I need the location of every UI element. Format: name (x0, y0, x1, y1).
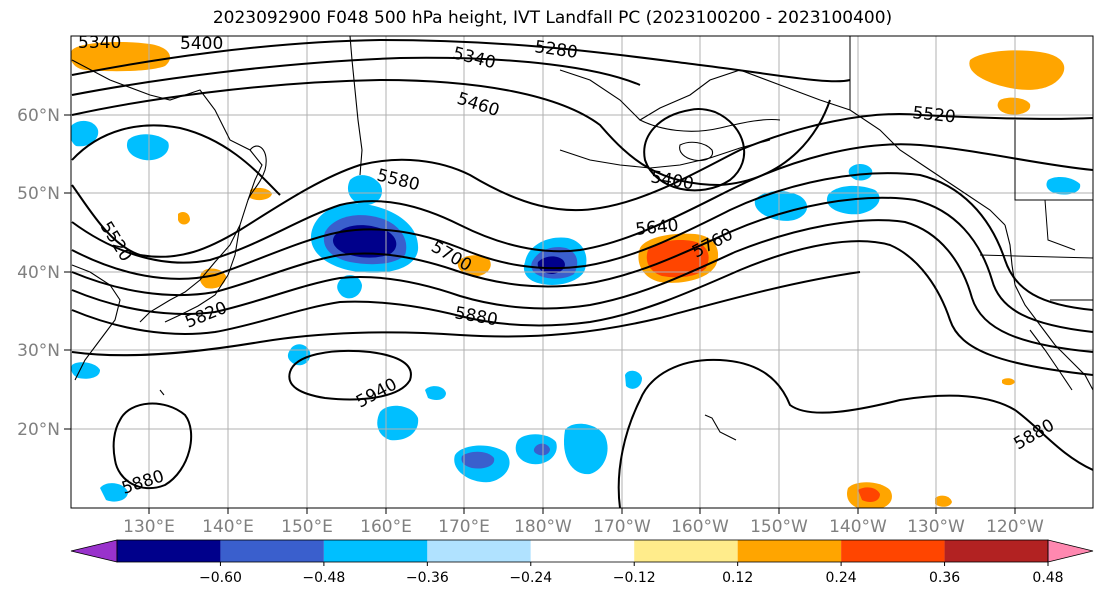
colorbar-segment (220, 540, 324, 562)
map-panel: 5340 5400 5340 5280 5460 5520 5580 5400 … (71, 33, 1093, 508)
colorbar: −0.60 −0.48 −0.36 −0.24 −0.12 0.12 0.24 0.36 0.4… (70, 539, 1094, 586)
coastlines (71, 36, 1093, 441)
lat-tick-label: 20°N (17, 420, 60, 440)
lon-tick-label: 140°E (202, 517, 254, 537)
lon-tick-label: 150°W (750, 517, 808, 537)
height-contours (71, 38, 1093, 508)
colorbar-tick-label: −0.36 (406, 570, 449, 586)
colorbar-segment (530, 540, 635, 562)
colorbar-segment (323, 540, 428, 562)
lon-tick-label: 130°W (907, 517, 965, 537)
contour-label: 5640 (634, 216, 679, 240)
colorbar-segment (737, 540, 842, 562)
lon-tick-label: 170°E (438, 517, 490, 537)
colorbar-tick-label: 0.36 (929, 570, 960, 586)
lat-axis: 60°N 50°N 40°N 30°N 20°N (17, 106, 71, 440)
map-title: 2023092900 F048 500 hPa height, IVT Land… (212, 8, 893, 28)
colorbar-tick-label: −0.24 (509, 570, 552, 586)
colorbar-tick-label: −0.60 (199, 570, 242, 586)
colorbar-segment (944, 540, 1048, 562)
colorbar-segment (117, 540, 221, 562)
graticule (71, 36, 1093, 508)
lon-axis: 130°E 140°E 150°E 160°E 170°E 180°W 170°… (123, 508, 1044, 537)
lat-tick-label: 50°N (17, 184, 60, 204)
lon-tick-label: 180°W (514, 517, 572, 537)
lat-tick-label: 60°N (17, 106, 60, 126)
lon-tick-label: 140°W (829, 517, 887, 537)
colorbar-segment (841, 540, 945, 562)
lat-tick-label: 30°N (17, 341, 60, 361)
colorbar-tick-label: 0.12 (722, 570, 753, 586)
contour-label: 5400 (180, 34, 223, 54)
lon-tick-label: 150°E (281, 517, 333, 537)
colorbar-extend-low (70, 539, 118, 563)
lon-tick-label: 170°W (593, 517, 651, 537)
colorbar-tick-label: −0.48 (302, 570, 345, 586)
lon-tick-label: 130°E (123, 517, 175, 537)
colorbar-extend-high (1047, 539, 1094, 563)
borders (849, 36, 1093, 301)
lon-tick-label: 160°E (360, 517, 412, 537)
colorbar-segment (634, 540, 738, 562)
lat-tick-label: 40°N (17, 263, 60, 283)
colorbar-tick-label: 0.24 (826, 570, 857, 586)
colorbar-tick-label: 0.48 (1032, 570, 1063, 586)
lon-tick-label: 120°W (986, 517, 1044, 537)
colorbar-tick-label: −0.12 (613, 570, 656, 586)
colorbar-outline (116, 539, 1049, 563)
colorbar-segment (427, 540, 531, 562)
lon-tick-label: 160°W (671, 517, 729, 537)
contour-label: 5340 (78, 33, 121, 53)
contour-label: 5520 (911, 103, 956, 127)
